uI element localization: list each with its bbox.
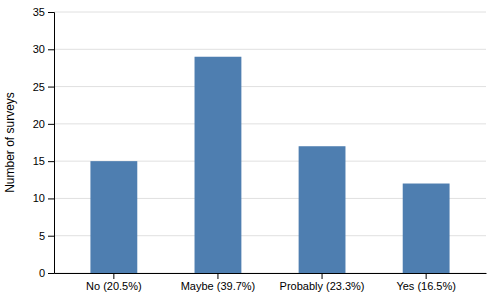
y-tick-mark — [48, 12, 54, 13]
x-tick: Probably (23.3%) — [280, 273, 365, 292]
y-tick-label: 5 — [39, 230, 45, 242]
x-tick-label: No (20.5%) — [86, 280, 142, 292]
x-tick-mark — [113, 273, 114, 279]
x-tick-label: Probably (23.3%) — [280, 280, 365, 292]
y-tick: 30 — [33, 43, 54, 55]
y-tick-mark — [48, 236, 54, 237]
x-tick: No (20.5%) — [86, 273, 142, 292]
x-tick: Yes (16.5%) — [396, 273, 456, 292]
x-axis: No (20.5%) Maybe (39.7%) Probably (23.3%) Y… — [55, 273, 487, 292]
y-tick-mark — [48, 87, 54, 88]
bar — [299, 146, 346, 273]
y-tick-mark — [48, 273, 54, 274]
grid-line — [54, 12, 486, 13]
y-tick-label: 10 — [33, 192, 45, 204]
y-axis: 0 5 10 15 20 25 30 35 — [33, 6, 55, 279]
y-tick: 15 — [33, 155, 54, 167]
x-axis-line — [55, 273, 487, 274]
y-tick-label: 0 — [39, 267, 45, 279]
y-tick-mark — [48, 124, 54, 125]
y-tick-label: 30 — [33, 43, 45, 55]
x-tick-label: Maybe (39.7%) — [181, 280, 256, 292]
y-tick-label: 35 — [33, 6, 45, 18]
bars — [90, 57, 449, 273]
grid-line — [54, 123, 486, 124]
grid — [54, 12, 486, 273]
y-axis-line — [48, 13, 55, 274]
bar — [195, 57, 242, 273]
grid-line — [54, 86, 486, 87]
y-tick: 35 — [33, 6, 54, 18]
y-axis-title: Number of surveys — [3, 92, 17, 193]
x-tick-mark — [322, 273, 323, 279]
y-tick: 20 — [33, 118, 54, 130]
chart-container: 0 5 10 15 20 25 30 35 No (20.5%) Maybe (39.7%) Pro… — [0, 0, 500, 303]
y-tick-mark — [48, 198, 54, 199]
x-tick-mark — [426, 273, 427, 279]
x-tick-label: Yes (16.5%) — [396, 280, 456, 292]
y-tick-label: 25 — [33, 81, 45, 93]
grid-line — [54, 49, 486, 50]
y-tick: 10 — [33, 192, 54, 204]
bar — [90, 161, 137, 273]
y-tick: 0 — [39, 267, 54, 279]
y-tick-mark — [48, 49, 54, 50]
y-tick-label: 20 — [33, 118, 45, 130]
x-tick: Maybe (39.7%) — [181, 273, 256, 292]
y-tick: 25 — [33, 81, 54, 93]
y-tick-label: 15 — [33, 155, 45, 167]
y-tick: 5 — [39, 230, 54, 242]
x-tick-mark — [217, 273, 218, 279]
chart: 0 5 10 15 20 25 30 35 No (20.5%) Maybe (39.7%) Pro… — [0, 0, 500, 303]
y-tick-mark — [48, 161, 54, 162]
bar — [403, 184, 450, 273]
